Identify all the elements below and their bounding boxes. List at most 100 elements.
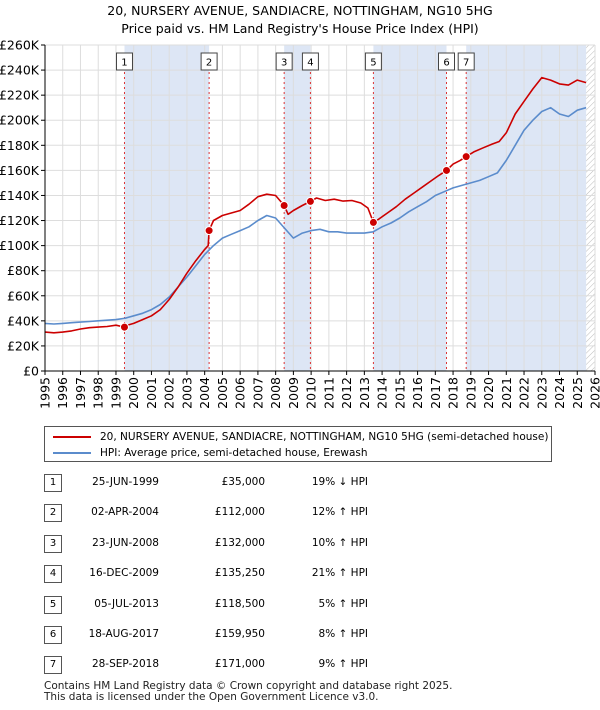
x-tick-label: 2018 [446, 377, 461, 409]
footer-attribution: Contains HM Land Registry data © Crown c… [44, 681, 452, 703]
table-row: 6 18-AUG-2017 £159,950 8% ↑ HPI [44, 626, 404, 644]
sale-label-text: 5 [370, 58, 376, 69]
x-tick-label: 2026 [588, 377, 600, 409]
x-tick-label: 2015 [392, 377, 407, 409]
sale-number-badge: 4 [44, 565, 62, 583]
x-tick-label: 2020 [481, 377, 496, 409]
sale-label-text: 2 [206, 58, 212, 69]
x-tick-label: 2000 [126, 377, 141, 409]
sale-hpi-diff: 21% ↑ HPI [311, 567, 368, 579]
table-row: 5 05-JUL-2013 £118,500 5% ↑ HPI [44, 596, 404, 614]
sale-date: 25-JUN-1999 [92, 476, 159, 488]
sale-date: 18-AUG-2017 [88, 628, 159, 640]
footer-line-2: This data is licensed under the Open Gov… [44, 691, 379, 703]
footer-line-1: Contains HM Land Registry data © Crown c… [44, 680, 453, 692]
sale-number-badge: 2 [44, 504, 62, 522]
sale-number-badge: 3 [44, 535, 62, 553]
x-tick-label: 1995 [38, 377, 53, 409]
sale-label-box [364, 52, 382, 71]
x-tick-label: 2009 [286, 377, 301, 409]
x-tick-label: 2006 [233, 377, 248, 409]
hpi-line [45, 106, 587, 325]
legend-label-hpi: HPI: Average price, semi-detached house,… [100, 447, 368, 459]
sale-label-text: 4 [307, 58, 313, 69]
x-tick-label: 2019 [463, 377, 478, 409]
x-tick-label: 1997 [73, 377, 88, 409]
sale-price: £135,250 [214, 567, 265, 579]
sale-point [119, 322, 129, 332]
sale-number-badge: 7 [44, 656, 62, 674]
sale-label-text: 7 [463, 58, 469, 69]
y-tick-label: £120K [0, 213, 40, 228]
sale-label-text: 6 [443, 58, 449, 69]
x-tick-label: 2001 [144, 377, 159, 409]
sale-label-text: 1 [121, 58, 127, 69]
sale-price: £132,000 [214, 537, 265, 549]
y-tick-label: £60K [7, 288, 40, 303]
x-tick-label: 1996 [55, 377, 70, 409]
y-tick-label: £180K [0, 138, 40, 153]
sale-price: £112,000 [214, 506, 265, 518]
sale-date: 16-DEC-2009 [89, 567, 159, 579]
sale-label-box [301, 52, 319, 71]
forecast-hatch [586, 45, 595, 371]
sale-hpi-diff: 10% ↑ HPI [311, 537, 368, 549]
sale-price: £35,000 [221, 476, 265, 488]
sale-point [442, 165, 451, 175]
sale-label-box [115, 52, 133, 71]
x-tick-label: 1999 [108, 377, 123, 409]
legend-swatch-property [53, 436, 91, 438]
sale-number-badge: 1 [44, 474, 62, 492]
sale-hpi-diff: 8% ↑ HPI [318, 628, 368, 640]
axes: £0 £20K £40K £60K £80K £100K £120K £140K £160K £1… [0, 38, 600, 409]
legend-label-property: 20, NURSERY AVENUE, SANDIACRE, NOTTINGHA… [100, 431, 549, 443]
table-row: 4 16-DEC-2009 £135,250 21% ↑ HPI [44, 565, 404, 583]
shaded-period [466, 45, 587, 371]
y-tick-label: £200K [0, 113, 40, 128]
sale-label-box [438, 52, 455, 71]
sale-label-text: 3 [281, 58, 287, 69]
x-tick-label: 2021 [499, 377, 514, 409]
table-row: 1 25-JUN-1999 £35,000 19% ↓ HPI [44, 474, 404, 492]
sale-hpi-diff: 9% ↑ HPI [318, 658, 368, 670]
table-row: 2 02-APR-2004 £112,000 12% ↑ HPI [44, 504, 404, 522]
x-tick-label: 2005 [215, 377, 230, 409]
y-tick-label: £260K [0, 38, 40, 53]
sale-labels: 1 2 3 4 5 6 7 [115, 52, 475, 71]
x-tick-label: 2007 [250, 377, 265, 409]
sale-hpi-diff: 5% ↑ HPI [318, 598, 368, 610]
y-tick-label: £220K [0, 88, 40, 103]
shaded-period [124, 45, 210, 371]
x-tick-label: 2011 [321, 377, 336, 409]
sale-points [119, 152, 471, 332]
y-tick-label: £80K [7, 263, 40, 278]
y-tick-label: £240K [0, 63, 40, 78]
y-tick-label: £40K [7, 313, 40, 328]
chart-title-line-1: 20, NURSERY AVENUE, SANDIACRE, NOTTINGHA… [107, 3, 493, 18]
x-tick-label: 2010 [304, 377, 319, 409]
y-tick-label: £140K [0, 188, 40, 203]
shaded-period [373, 45, 447, 371]
legend-item-property: 20, NURSERY AVENUE, SANDIACRE, NOTTINGHA… [53, 429, 548, 445]
sale-number-badge: 5 [44, 596, 62, 614]
x-tick-label: 2013 [357, 377, 372, 409]
sale-label-box [457, 52, 475, 71]
x-tick-label: 2012 [339, 377, 354, 409]
table-row: 7 28-SEP-2018 £171,000 9% ↑ HPI [44, 656, 404, 674]
x-tick-label: 2014 [375, 377, 390, 409]
sale-date: 28-SEP-2018 [91, 658, 159, 670]
sale-date: 02-APR-2004 [91, 506, 159, 518]
x-tick-label: 1998 [91, 377, 106, 409]
legend-swatch-hpi [53, 452, 91, 454]
sale-point [204, 226, 214, 236]
legend-item-hpi: HPI: Average price, semi-detached house,… [53, 445, 368, 461]
y-tick-label: £0 [23, 364, 39, 379]
x-tick-label: 2003 [179, 377, 194, 409]
chart-title-line-2: Price paid vs. HM Land Registry's House … [121, 21, 479, 36]
sale-hpi-diff: 19% ↓ HPI [311, 476, 368, 488]
chart-title: 20, NURSERY AVENUE, SANDIACRE, NOTTINGHA… [0, 2, 600, 38]
y-tick-label: £20K [7, 338, 40, 353]
x-tick-label: 2017 [428, 377, 443, 409]
sale-label-box [200, 52, 218, 71]
sale-label-box [275, 52, 293, 71]
